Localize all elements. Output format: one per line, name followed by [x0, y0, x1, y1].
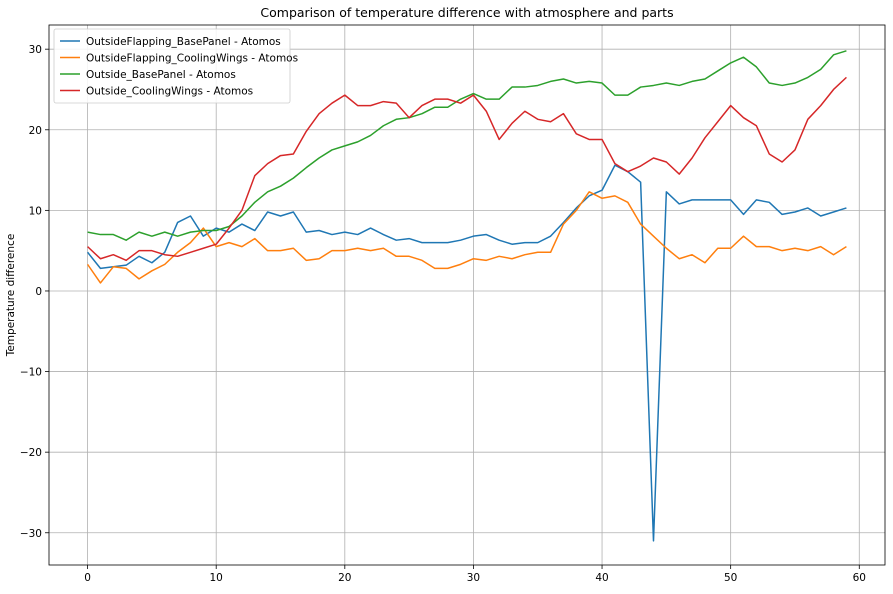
legend-label: OutsideFlapping_CoolingWings - Atomos [86, 53, 298, 65]
y-axis-label: Temperature difference [5, 234, 17, 358]
series-line-1 [86, 164, 847, 542]
series-line-2 [86, 191, 847, 284]
x-tick-label: 20 [338, 572, 351, 584]
x-tick-label: 10 [210, 572, 223, 584]
series-line-4 [87, 76, 847, 262]
legend-label: Outside_BasePanel - Atomos [86, 69, 236, 81]
y-tick-label: 20 [29, 125, 42, 137]
legend-label: OutsideFlapping_BasePanel - Atomos [86, 36, 281, 48]
x-tick-label: 50 [724, 572, 737, 584]
x-tick-label: 30 [467, 572, 480, 584]
series-line-3 [87, 50, 847, 241]
chart-title: Comparison of temperature difference wit… [260, 5, 673, 20]
y-tick-label: −30 [20, 528, 42, 540]
y-tick-label: −20 [20, 447, 42, 459]
legend-box [53, 28, 291, 104]
x-tick-label: 60 [853, 572, 866, 584]
x-tick-label: 40 [595, 572, 608, 584]
y-tick-label: 10 [29, 205, 42, 217]
legend: OutsideFlapping_BasePanel - Atomos Outsid… [53, 28, 298, 104]
y-tick-label: −10 [20, 367, 42, 379]
y-tick-label: 0 [35, 286, 42, 298]
plot-frame [48, 24, 886, 566]
y-tick-label: 30 [29, 44, 42, 56]
x-tick-label: 0 [84, 572, 91, 584]
legend-label: Outside_CoolingWings - Atomos [86, 86, 253, 98]
